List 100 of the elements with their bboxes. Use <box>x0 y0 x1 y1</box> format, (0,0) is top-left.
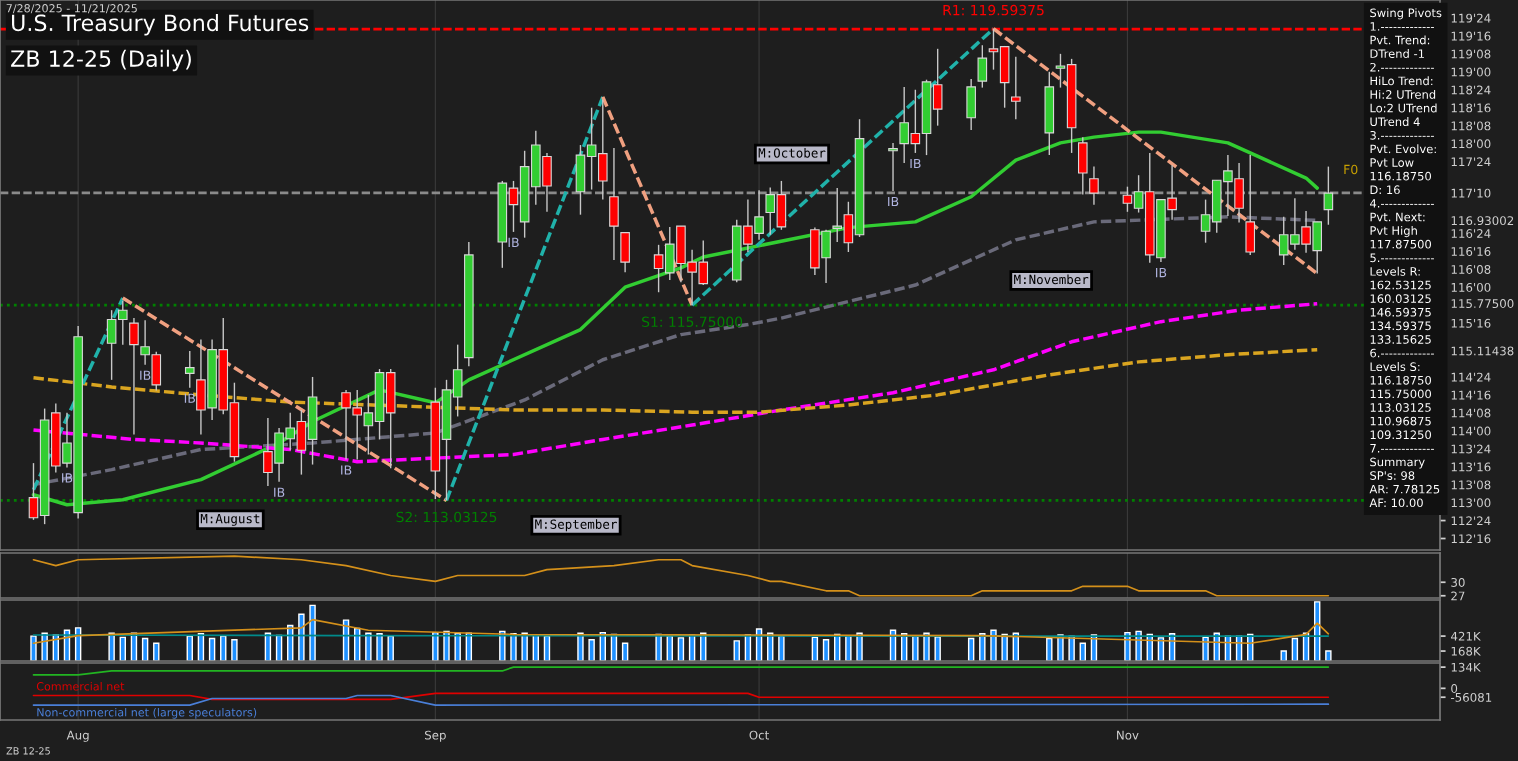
bar <box>990 629 997 661</box>
bar <box>387 635 394 661</box>
candlestick <box>977 44 988 89</box>
y-tick-label: 117'10 <box>1451 188 1491 198</box>
candlestick <box>1323 165 1334 226</box>
candlestick <box>1133 174 1144 214</box>
y-tick-label: 119'08 <box>1451 49 1491 59</box>
y-tick-label: 119'16 <box>1451 31 1491 41</box>
bar <box>778 635 785 661</box>
bar <box>923 632 930 661</box>
bar <box>231 639 238 661</box>
y-tick-label: 116'16 <box>1451 247 1491 256</box>
annotation: F0 <box>1344 164 1358 175</box>
bar <box>1001 633 1008 661</box>
line-series <box>32 618 1330 645</box>
annotation: IB <box>1156 268 1167 278</box>
y-tick-label: 114'08 <box>1451 408 1491 418</box>
y-tick-label: 114'00 <box>1451 426 1491 436</box>
x-tick-label: Nov <box>1117 730 1139 740</box>
bar <box>677 637 685 661</box>
annotation: IB <box>888 196 899 207</box>
bar <box>1046 637 1053 661</box>
y-tick-label: 115.77500 <box>1451 299 1514 309</box>
line-series <box>31 301 1319 464</box>
y-tick-label: 30 <box>1451 577 1465 587</box>
text: ZB 12-25 (Daily) <box>11 49 191 72</box>
annotation: S1: 115.75000 <box>642 316 743 328</box>
series-label: Commercial net <box>36 681 125 691</box>
bar <box>934 636 941 661</box>
line-series <box>32 692 1330 701</box>
y-tick-label: 27 <box>1451 591 1465 601</box>
line-series <box>32 694 1330 706</box>
y-tick-label: 116'00 <box>1451 282 1491 292</box>
y-tick-label: 113'24 <box>1451 444 1491 454</box>
bar <box>979 633 986 661</box>
candlestick <box>28 462 39 521</box>
bar <box>967 637 975 661</box>
y-tick-label: 116.93002 <box>1451 216 1514 226</box>
annotation: IB <box>341 465 352 475</box>
y-tick-label: 168K <box>1451 646 1481 656</box>
y-tick-label: 113'00 <box>1451 498 1491 508</box>
bar <box>365 632 372 661</box>
candlestick <box>765 186 776 236</box>
y-tick-label: 114'16 <box>1451 390 1491 400</box>
bar <box>1280 650 1287 661</box>
bar <box>432 631 439 661</box>
annotation: R1: 119.59375 <box>943 4 1044 16</box>
x-tick-label: Aug <box>66 730 89 742</box>
line-series <box>32 555 1330 597</box>
candlestick <box>1200 198 1211 244</box>
y-tick-label: 113'08 <box>1451 480 1491 490</box>
bar <box>108 632 115 661</box>
y-tick-label: 113'16 <box>1451 462 1491 472</box>
y-tick-label: 119'24 <box>1451 13 1491 23</box>
y-tick-label: 115'16 <box>1451 318 1491 328</box>
text: U.S. Treasury Bond Futures <box>12 14 309 36</box>
bar <box>912 635 919 661</box>
annotation: IB <box>140 370 151 380</box>
annotation: 7/28/2025 - 11/21/2025 <box>6 4 137 14</box>
candlestick <box>1055 53 1066 89</box>
candlestick <box>888 142 898 192</box>
bar <box>733 640 740 661</box>
annotation: IB <box>274 487 285 497</box>
candlestick <box>1011 56 1021 120</box>
bar <box>1325 650 1332 661</box>
y-tick-label: 112'24 <box>1451 516 1491 526</box>
bar <box>845 635 852 661</box>
candlestick <box>184 350 195 389</box>
candlestick <box>129 317 139 436</box>
annotation: M:September <box>535 519 617 532</box>
bar <box>454 632 461 661</box>
bar <box>119 636 126 661</box>
bar <box>30 635 37 661</box>
y-tick-label: 116'24 <box>1451 229 1491 239</box>
y-tick-label: -56081 <box>1450 692 1492 702</box>
y-tick-label: 115.11438 <box>1451 346 1514 356</box>
bar <box>264 632 272 661</box>
y-tick-label: 0 <box>1451 684 1458 693</box>
candlestick <box>1089 165 1099 206</box>
y-tick-label: 134K <box>1451 662 1481 672</box>
y-tick-label: 118'08 <box>1451 121 1491 131</box>
bar <box>822 639 830 661</box>
annotation: IB <box>184 393 196 403</box>
bar <box>811 636 819 661</box>
bar <box>208 637 216 661</box>
y-tick-label: 116'08 <box>1451 264 1491 274</box>
candlestick <box>653 244 664 293</box>
bar <box>141 637 149 661</box>
y-tick-label: 118'24 <box>1451 85 1491 95</box>
bar <box>376 633 383 661</box>
y-tick-label: 112'16 <box>1451 534 1491 544</box>
text: ZB 12-25 <box>6 747 50 755</box>
annotation: IB <box>910 158 921 168</box>
bar <box>1291 637 1299 661</box>
y-tick-label: 114'24 <box>1451 372 1491 382</box>
bar <box>309 604 316 661</box>
y-tick-label: 118'16 <box>1451 103 1491 113</box>
annotation: S2: 113.03125 <box>396 511 497 523</box>
x-tick-label: Sep <box>425 730 446 742</box>
bar <box>443 630 450 661</box>
